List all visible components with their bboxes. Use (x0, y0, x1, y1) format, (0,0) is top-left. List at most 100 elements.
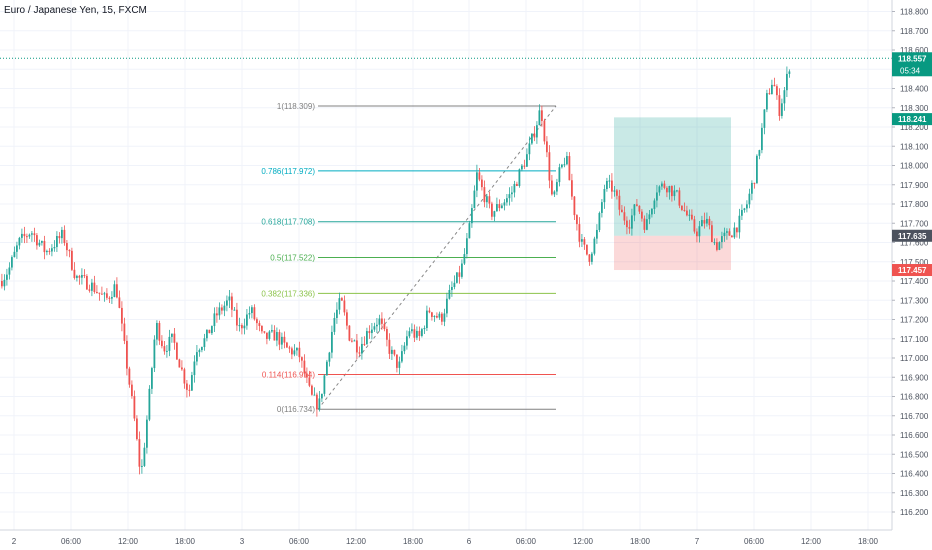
price-tick-label: 116.600 (900, 431, 929, 440)
candle-body (538, 110, 541, 126)
candle-body (651, 208, 653, 215)
candle-body (183, 369, 186, 384)
candle-body (591, 253, 593, 262)
candle (523, 159, 526, 170)
candle (708, 216, 711, 230)
candle (191, 371, 193, 392)
candle (48, 248, 51, 255)
candle-body (141, 465, 143, 467)
candle-body (261, 325, 263, 332)
candle (113, 280, 116, 298)
candle-body (676, 190, 678, 192)
candle-body (726, 231, 728, 233)
candle-body (298, 347, 301, 358)
candle-body (443, 313, 446, 322)
candle (176, 341, 178, 361)
candle (506, 193, 508, 206)
candle (26, 233, 28, 243)
candle (253, 304, 256, 321)
candle-body (773, 84, 776, 87)
candle (723, 227, 726, 242)
price-tick-label: 117.400 (900, 277, 929, 286)
candle (431, 311, 433, 321)
candle (716, 238, 718, 252)
price-tick-label: 117.900 (900, 181, 929, 190)
candle-body (128, 368, 131, 385)
candle-body (741, 210, 743, 216)
candle-body (108, 297, 111, 299)
candle-body (203, 338, 206, 348)
candle (428, 307, 431, 314)
candle (711, 220, 713, 243)
candle-body (1, 281, 3, 287)
candle-body (233, 309, 236, 311)
candle (513, 180, 516, 198)
candle-body (506, 198, 508, 203)
candle-body (511, 192, 513, 195)
price-label: 117.457 (898, 266, 927, 275)
candle (388, 333, 391, 359)
candle (591, 251, 593, 265)
candle (256, 317, 258, 331)
candle-body (473, 190, 476, 209)
candle-body (23, 233, 26, 237)
candle-body (266, 332, 268, 339)
candle (411, 323, 413, 334)
candle (461, 259, 463, 279)
candle-body (631, 215, 633, 229)
candle-body (703, 220, 706, 224)
position-profit-zone (614, 117, 731, 236)
candle (168, 329, 171, 357)
time-tick-label: 18:00 (403, 537, 424, 546)
candle-body (78, 275, 81, 278)
candle-body (71, 250, 73, 270)
candle-body (276, 332, 278, 341)
price-tick-label: 116.800 (900, 393, 929, 402)
candle (563, 157, 566, 168)
candle-body (501, 205, 503, 209)
fib-level-label: 0(116.734) (277, 405, 315, 414)
candle-body (683, 209, 686, 211)
candle-body (648, 214, 651, 220)
candle (71, 247, 73, 271)
candle (456, 272, 458, 284)
candle (718, 241, 721, 251)
candle (46, 249, 48, 256)
candle (688, 209, 691, 221)
candle-body (101, 293, 103, 295)
candle (218, 302, 221, 320)
candle (106, 288, 108, 300)
candle-body (711, 225, 713, 243)
candle-body (188, 389, 191, 391)
candle-body (581, 239, 583, 242)
price-label-bg (892, 229, 932, 242)
candle (228, 290, 231, 309)
candle-body (541, 110, 543, 121)
candle (221, 304, 223, 315)
candle (41, 240, 43, 246)
candle-body (46, 250, 48, 253)
candle (141, 459, 143, 474)
price-tick-label: 117.800 (900, 200, 929, 209)
candle-body (153, 339, 156, 369)
candle-body (86, 276, 88, 290)
candle-body (363, 343, 366, 345)
candle-body (546, 141, 548, 153)
candle-body (653, 200, 656, 209)
candle-body (168, 336, 171, 351)
candle (276, 327, 278, 347)
candle (213, 307, 216, 332)
candle (636, 199, 638, 207)
candle-body (308, 377, 311, 386)
candle-body (436, 315, 438, 318)
candle (241, 323, 243, 335)
candle (678, 187, 681, 209)
candle-body (438, 313, 441, 318)
candle-body (331, 331, 333, 353)
candle (271, 324, 273, 333)
candle-body (731, 235, 733, 238)
candle (243, 318, 246, 335)
candle (248, 306, 251, 319)
candle-body (113, 284, 116, 298)
